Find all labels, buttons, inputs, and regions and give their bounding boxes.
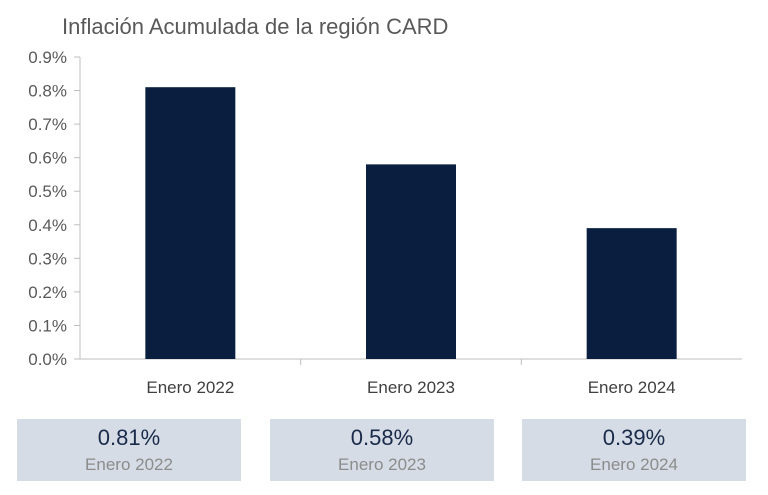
bar-chart: 0.0% 0.1% 0.2% 0.3% 0.4% 0.5% 0.6% 0.7% 0.8% 0.9%… [28,48,742,397]
y-tick-label: 0.2% [28,283,67,302]
y-tick-label: 0.5% [28,182,67,201]
y-tick-label: 0.9% [28,48,67,67]
chart-title: Inflación Acumulada de la región CARD [62,14,449,39]
card-value: 0.39% [602,425,666,450]
x-tick-label: Enero 2022 [146,378,234,397]
x-tick-label: Enero 2023 [367,378,455,397]
y-tick-label: 0.7% [28,115,67,134]
card-value: 0.58% [350,425,414,450]
card-label: Enero 2024 [590,455,678,474]
y-tick-label: 0.0% [28,350,67,369]
x-tick-label: Enero 2024 [588,378,676,397]
bar [366,164,456,359]
summary-card-2024: 0.39% Enero 2024 [522,419,746,481]
y-tick-label: 0.3% [28,249,67,268]
y-tick-label: 0.4% [28,216,67,235]
y-tick-label: 0.6% [28,149,67,168]
card-label: Enero 2022 [85,455,173,474]
bar [145,87,236,359]
y-tick-label: 0.1% [28,316,67,335]
y-tick-label: 0.8% [28,82,67,101]
card-value: 0.81% [97,425,161,450]
bar [586,228,677,359]
summary-card-2022: 0.81% Enero 2022 [17,419,241,481]
card-label: Enero 2023 [338,455,426,474]
summary-card-2023: 0.58% Enero 2023 [270,419,494,481]
